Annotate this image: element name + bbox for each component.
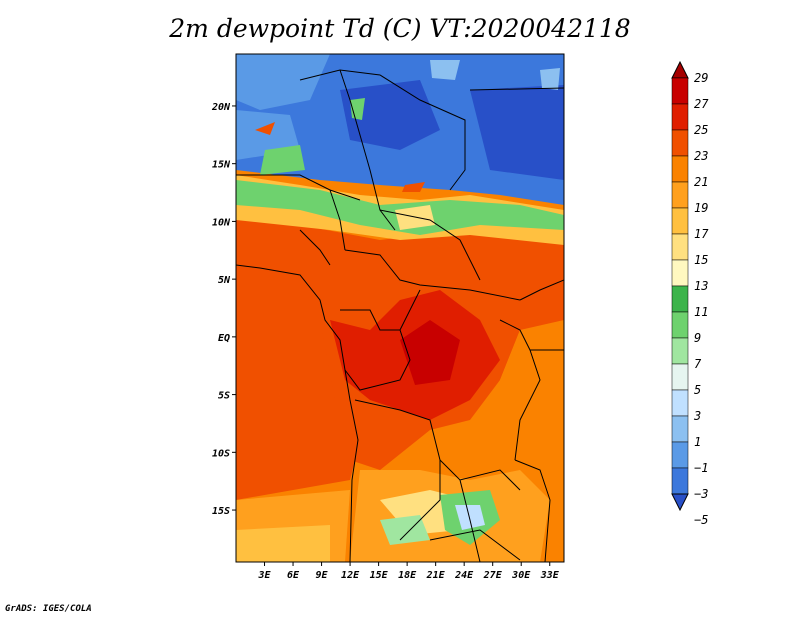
legend-swatch: [671, 415, 689, 443]
lon-tick-label: 27E: [483, 570, 503, 581]
legend-swatch: [671, 363, 689, 391]
legend-swatch: [671, 181, 689, 209]
dewpoint-field: [236, 54, 564, 562]
legend-label: 15: [694, 253, 708, 267]
legend-label: 23: [694, 149, 708, 163]
lat-tick-label: 10N: [212, 217, 231, 228]
lon-tick-label: 3E: [257, 570, 271, 581]
legend-swatch: [671, 285, 689, 313]
lon-tick-label: 18E: [398, 570, 417, 581]
lat-tick-label: 20N: [211, 102, 231, 113]
lat-tick-label: EQ: [218, 333, 230, 344]
legend-label: 1: [694, 435, 701, 449]
legend-swatch: [671, 259, 689, 287]
legend-label: 19: [694, 201, 708, 215]
legend-min-triangle: [671, 493, 689, 512]
grads-credit: GrADS: IGES/COLA: [5, 604, 92, 614]
legend-label: 11: [694, 305, 708, 319]
legend-swatch: [671, 207, 689, 235]
lon-tick-label: 6E: [287, 570, 300, 581]
legend-swatch: [671, 311, 689, 339]
legend-label: 9: [694, 331, 701, 345]
lat-tick-label: 15S: [212, 506, 230, 517]
country-borders: [236, 69, 564, 562]
map-frame: [235, 53, 565, 563]
legend-label: 27: [694, 97, 709, 111]
legend-label: 17: [694, 227, 709, 241]
lat-tick-label: 15N: [212, 160, 231, 171]
legend-label: −1: [694, 461, 708, 475]
legend-label: 21: [694, 175, 708, 189]
legend-label: −3: [694, 487, 708, 501]
legend-max-triangle: [671, 60, 689, 79]
legend-swatch: [671, 103, 689, 131]
lon-tick-label: 33E: [540, 570, 560, 581]
latitude-axis: 20N 15N 10N 5N EQ 5S 10S 15S: [211, 102, 236, 517]
color-legend: 29 27 25 23 21 19 17 15 13 11 9 7 5 3 1 −1 −3 −5: [671, 60, 709, 527]
lon-tick-label: 9E: [316, 570, 329, 581]
legend-swatch: [671, 467, 689, 495]
legend-swatch: [671, 155, 689, 183]
legend-swatch: [671, 441, 689, 469]
legend-swatch: [671, 389, 689, 417]
longitude-axis: 3E 6E 9E 12E 15E 18E 21E 24E 27E 30E 33E: [257, 562, 560, 581]
legend-label: 13: [694, 279, 708, 293]
legend-label: 7: [694, 357, 702, 371]
legend-swatch: [671, 233, 689, 261]
legend-swatch: [671, 129, 689, 157]
lon-tick-label: 30E: [511, 570, 531, 581]
lon-tick-label: 21E: [426, 570, 446, 581]
lon-tick-label: 24E: [454, 570, 474, 581]
map-title: 2m dewpoint Td (C) VT:2020042118: [169, 14, 631, 43]
lon-tick-label: 12E: [341, 570, 360, 581]
lat-tick-label: 10S: [212, 448, 230, 459]
lat-tick-label: 5S: [218, 391, 230, 402]
legend-label: 3: [693, 409, 701, 423]
lat-tick-label: 5N: [218, 275, 231, 286]
lon-tick-label: 15E: [370, 570, 389, 581]
legend-label: 25: [694, 123, 708, 137]
legend-label: −5: [694, 513, 708, 527]
legend-label: 29: [694, 71, 708, 85]
legend-label: 5: [694, 383, 701, 397]
legend-swatch: [671, 77, 689, 105]
legend-swatch: [671, 337, 689, 365]
